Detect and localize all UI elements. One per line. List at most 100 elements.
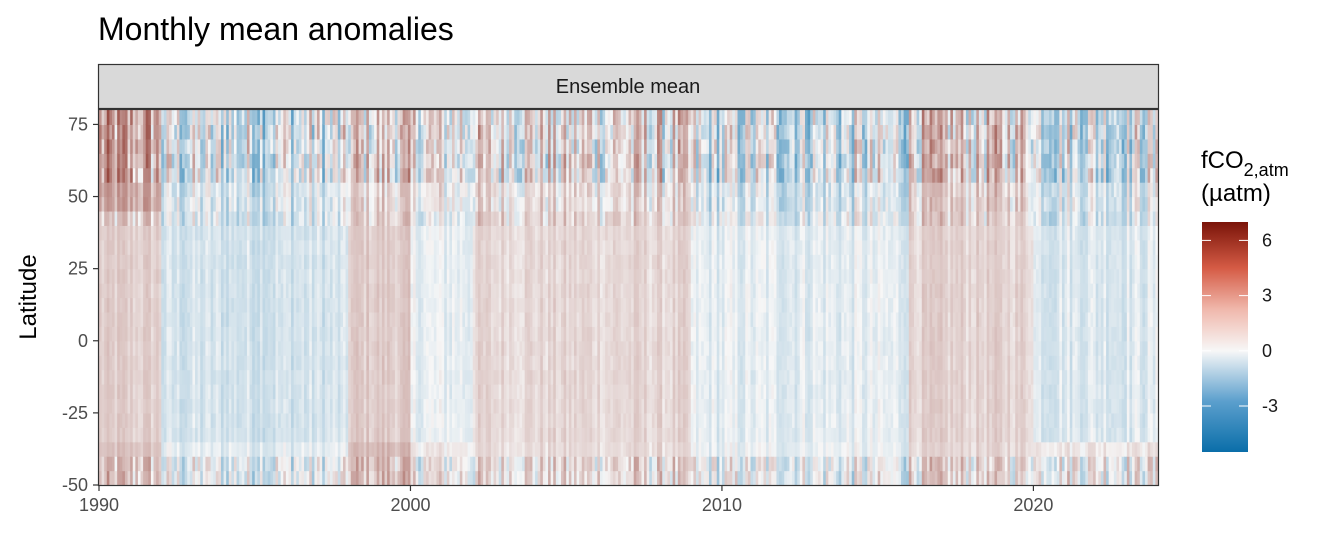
heatmap-cell [143, 110, 147, 126]
heatmap-cell [441, 470, 445, 485]
heatmap-cell [298, 311, 303, 327]
heatmap-cell [345, 311, 349, 327]
heatmap-cell [99, 182, 103, 198]
heatmap-cell [579, 124, 583, 140]
heatmap-cell [124, 124, 129, 140]
heatmap-cell [293, 167, 297, 183]
heatmap-cell [259, 239, 264, 255]
heatmap-cell [176, 138, 181, 154]
heatmap-cell [464, 369, 469, 385]
heatmap-cell [509, 398, 513, 414]
heatmap-cell [176, 124, 181, 140]
heatmap-cell [493, 239, 497, 255]
heatmap-cell [171, 182, 175, 198]
heatmap-cell [584, 268, 588, 284]
heatmap-cell [579, 340, 583, 356]
heatmap-cell [571, 355, 575, 371]
heatmap-cell [153, 297, 157, 313]
heatmap-cell [218, 297, 222, 313]
heatmap-cell [114, 138, 118, 154]
heatmap-cell [563, 398, 567, 414]
heatmap-cell [493, 283, 497, 299]
heatmap-cell [169, 456, 173, 472]
heatmap-cell [467, 456, 471, 472]
heatmap-cell [324, 167, 329, 183]
heatmap-cell [467, 412, 471, 428]
heatmap-cell [516, 182, 521, 198]
heatmap-cell [579, 268, 583, 284]
heatmap-cell [355, 412, 360, 428]
heatmap-cell [220, 441, 225, 457]
heatmap-cell [524, 110, 528, 126]
heatmap-cell [581, 441, 585, 457]
heatmap-cell [106, 456, 110, 472]
heatmap-cell [192, 268, 196, 284]
heatmap-cell [524, 412, 528, 428]
heatmap-cell [514, 283, 518, 299]
heatmap-cell [228, 297, 232, 313]
heatmap-cell [353, 182, 357, 198]
heatmap-cell [410, 210, 414, 226]
heatmap-cell [441, 398, 445, 414]
heatmap-cell [182, 239, 186, 255]
heatmap-cell [464, 441, 469, 457]
heatmap-cell [322, 369, 326, 385]
heatmap-cell [428, 268, 432, 284]
heatmap-cell [236, 355, 240, 371]
heatmap-cell [345, 412, 349, 428]
heatmap-cell [392, 138, 396, 154]
heatmap-cell [529, 297, 534, 313]
heatmap-cell [527, 283, 531, 299]
heatmap-cell [298, 124, 303, 140]
heatmap-cell [485, 268, 489, 284]
heatmap-cell [330, 167, 334, 183]
heatmap-cell [342, 456, 347, 472]
heatmap-cell [187, 196, 191, 212]
heatmap-cell [490, 311, 495, 327]
heatmap-cell [548, 470, 552, 485]
heatmap-cell [117, 138, 121, 154]
heatmap-cell [101, 182, 105, 198]
heatmap-cell [506, 441, 510, 457]
heatmap-cell [420, 254, 425, 270]
heatmap-cell [358, 268, 362, 284]
heatmap-cell [205, 225, 209, 241]
heatmap-cell [558, 124, 562, 140]
heatmap-cell [241, 384, 245, 400]
heatmap-cell [568, 326, 572, 342]
heatmap-cell [576, 470, 580, 485]
heatmap-cell [459, 326, 463, 342]
heatmap-cell [215, 110, 219, 126]
heatmap-cell [397, 441, 401, 457]
heatmap-cell [330, 326, 334, 342]
heatmap-cell [400, 254, 404, 270]
heatmap-cell [410, 254, 414, 270]
heatmap-cell [394, 355, 399, 371]
heatmap-cell [342, 167, 347, 183]
heatmap-cell [171, 196, 175, 212]
heatmap-cell [179, 355, 183, 371]
heatmap-cell [420, 311, 425, 327]
heatmap-cell [561, 239, 565, 255]
heatmap-cell [490, 138, 495, 154]
heatmap-cell [174, 268, 178, 284]
heatmap-cell [446, 268, 451, 284]
heatmap-cell [205, 138, 209, 154]
heatmap-cell [418, 268, 422, 284]
heatmap-cell [257, 138, 261, 154]
heatmap-cell [226, 355, 230, 371]
heatmap-cell [402, 124, 406, 140]
heatmap-cell [215, 412, 219, 428]
heatmap-cell [210, 398, 214, 414]
heatmap-cell [454, 470, 458, 485]
heatmap-cell [348, 239, 352, 255]
heatmap-cell [397, 254, 401, 270]
heatmap-cell [293, 196, 297, 212]
heatmap-cell [462, 441, 466, 457]
heatmap-cell [381, 326, 386, 342]
heatmap-cell [358, 239, 362, 255]
heatmap-cell [311, 167, 316, 183]
heatmap-cell [304, 311, 308, 327]
heatmap-cell [223, 326, 227, 342]
heatmap-cell [368, 268, 373, 284]
